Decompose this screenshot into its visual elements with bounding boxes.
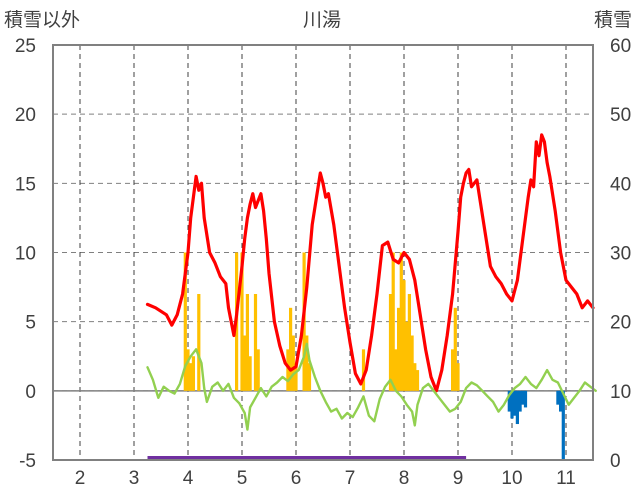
y-left-tick-label: 15	[15, 174, 36, 195]
x-tick-label: 2	[75, 468, 86, 489]
plot-frame	[52, 44, 594, 461]
bar	[523, 390, 528, 408]
y-right-tick-label: 60	[610, 36, 631, 57]
bar	[513, 390, 517, 416]
y-right-tick-label: 50	[610, 105, 631, 126]
x-tick-label: 6	[291, 468, 302, 489]
bar	[248, 356, 252, 391]
x-tick-label: 3	[129, 468, 140, 489]
x-tick-label: 7	[345, 468, 356, 489]
bar	[456, 363, 460, 391]
bar	[556, 390, 560, 405]
y-right-tick-label: 10	[610, 382, 631, 403]
right-axis-label: 積雪	[594, 9, 632, 31]
bar	[402, 280, 406, 391]
bar	[413, 363, 417, 391]
x-tick-label: 5	[237, 468, 248, 489]
x-tick-label: 10	[501, 468, 522, 489]
y-left-tick-label: 25	[15, 36, 36, 57]
bar	[507, 390, 511, 412]
x-tick-label: 9	[453, 468, 464, 489]
bar	[191, 356, 195, 391]
left-axis-label: 積雪以外	[4, 9, 80, 31]
y-left-tick-label: 10	[15, 244, 36, 265]
bar	[289, 307, 293, 391]
bar	[307, 363, 312, 391]
bar	[305, 335, 309, 391]
bar	[510, 390, 514, 419]
series-line	[146, 342, 597, 431]
y-left-tick-label: 0	[25, 382, 36, 403]
bar	[453, 307, 457, 391]
bar	[286, 349, 290, 391]
bar	[399, 252, 403, 391]
bar	[394, 349, 398, 391]
y-right-tick-label: 40	[610, 174, 631, 195]
bar	[405, 321, 409, 391]
bar	[183, 252, 187, 391]
bar	[410, 335, 414, 391]
bar	[518, 390, 522, 412]
x-tick-label: 8	[399, 468, 410, 489]
y-right-tick-label: 30	[610, 244, 631, 265]
bar	[561, 390, 565, 460]
bar	[407, 294, 411, 391]
y-left-tick-label: -5	[19, 451, 36, 472]
lines	[145, 133, 597, 460]
bar	[397, 307, 401, 391]
bar	[291, 335, 295, 391]
x-tick-label: 4	[183, 468, 194, 489]
bar	[186, 349, 190, 391]
bar	[256, 349, 260, 391]
bar	[391, 252, 395, 391]
bar	[243, 335, 247, 391]
bar	[294, 363, 298, 391]
bar	[253, 294, 258, 391]
bar	[240, 252, 244, 391]
x-tick-label: 11	[556, 468, 576, 489]
bar	[521, 390, 525, 405]
series-line	[145, 133, 595, 393]
y-right-tick-label: 20	[610, 313, 631, 334]
bar	[388, 294, 393, 391]
bar	[559, 390, 563, 412]
bar	[451, 349, 455, 391]
bar	[515, 390, 519, 425]
plot-border	[52, 44, 594, 461]
y-left-tick-label: 20	[15, 105, 36, 126]
y-right-tick-label: 0	[610, 451, 621, 472]
tick-labels: -5 0 5 10 15 20 25 0 10 20 30 40 50 60 2 3 4 5 6 7 8 9 10 11	[15, 36, 631, 489]
y-left-tick-label: 5	[25, 313, 36, 334]
chart-title: 川湯	[303, 9, 341, 31]
bar	[189, 363, 193, 391]
bar	[245, 294, 249, 391]
bar	[415, 370, 420, 391]
bar	[361, 349, 366, 391]
bar	[197, 294, 201, 391]
